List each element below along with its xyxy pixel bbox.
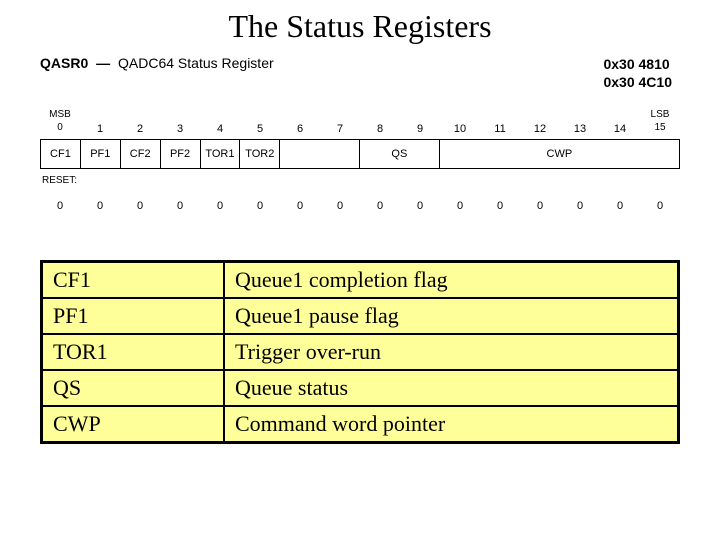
reset-value: 0 — [600, 200, 640, 212]
msb-label: MSB — [40, 109, 80, 122]
bit-field-cell: CF1 — [41, 140, 81, 168]
reset-values-row: 0 0 0 0 0 0 0 0 0 0 0 0 0 0 0 0 — [40, 200, 680, 212]
definition-desc: Trigger over-run — [224, 334, 679, 370]
register-name: QASR0 — [40, 55, 88, 71]
bit-number: 1 — [80, 123, 120, 137]
table-row: CF1Queue1 completion flag — [42, 262, 679, 299]
register-address-1: 0x30 4C10 — [603, 73, 672, 91]
bit-number-row: MSB 0 1 2 3 4 5 6 7 8 9 10 11 12 13 14 L… — [40, 109, 680, 137]
reset-value: 0 — [280, 200, 320, 212]
bit-number: 4 — [200, 123, 240, 137]
bit-field-cell: TOR2 — [240, 140, 280, 168]
bit-number: 3 — [160, 123, 200, 137]
definition-term: QS — [42, 370, 225, 406]
bit-field-cell: TOR1 — [201, 140, 241, 168]
reset-value: 0 — [160, 200, 200, 212]
bit-field-row: CF1PF1CF2PF2TOR1TOR2 QSCWP — [40, 139, 680, 169]
reset-value: 0 — [200, 200, 240, 212]
definition-term: CWP — [42, 406, 225, 443]
reset-value: 0 — [40, 200, 80, 212]
definition-desc: Queue1 completion flag — [224, 262, 679, 299]
bit-field-cell: PF1 — [81, 140, 121, 168]
bit-number: 11 — [480, 123, 520, 137]
register-address-0: 0x30 4810 — [603, 55, 672, 73]
definition-desc: Queue1 pause flag — [224, 298, 679, 334]
bit-number: 0 — [40, 122, 80, 135]
bit-number: 9 — [400, 123, 440, 137]
reset-value: 0 — [240, 200, 280, 212]
bit-number: 6 — [280, 123, 320, 137]
bit-number: 14 — [600, 123, 640, 137]
reset-value: 0 — [640, 200, 680, 212]
reset-value: 0 — [440, 200, 480, 212]
page-title: The Status Registers — [40, 0, 680, 55]
register-header-left: QASR0 — QADC64 Status Register — [40, 55, 274, 71]
reset-value: 0 — [520, 200, 560, 212]
bit-col-15: LSB 15 — [640, 109, 680, 137]
bit-number: 5 — [240, 123, 280, 137]
definitions-table: CF1Queue1 completion flagPF1Queue1 pause… — [40, 260, 680, 444]
bit-col-0: MSB 0 — [40, 109, 80, 137]
page: The Status Registers QASR0 — QADC64 Stat… — [0, 0, 720, 540]
reset-value: 0 — [80, 200, 120, 212]
bit-number: 7 — [320, 123, 360, 137]
table-row: PF1Queue1 pause flag — [42, 298, 679, 334]
definition-term: PF1 — [42, 298, 225, 334]
bit-number: 12 — [520, 123, 560, 137]
bit-field-cell: CWP — [440, 140, 679, 168]
table-row: QSQueue status — [42, 370, 679, 406]
table-row: CWPCommand word pointer — [42, 406, 679, 443]
definition-desc: Command word pointer — [224, 406, 679, 443]
register-dash: — — [96, 55, 110, 71]
bit-number: 13 — [560, 123, 600, 137]
register-addresses: 0x30 4810 0x30 4C10 — [603, 55, 672, 91]
bit-field-cell: QS — [360, 140, 440, 168]
bit-number: 8 — [360, 123, 400, 137]
definition-desc: Queue status — [224, 370, 679, 406]
reset-value: 0 — [560, 200, 600, 212]
register-description: QADC64 Status Register — [118, 55, 274, 71]
reset-value: 0 — [400, 200, 440, 212]
table-row: TOR1Trigger over-run — [42, 334, 679, 370]
definition-term: CF1 — [42, 262, 225, 299]
reset-value: 0 — [120, 200, 160, 212]
lsb-label: LSB — [640, 109, 680, 122]
bit-number: 10 — [440, 123, 480, 137]
bit-field-cell — [280, 140, 360, 168]
reset-value: 0 — [320, 200, 360, 212]
register-header: QASR0 — QADC64 Status Register 0x30 4810… — [40, 55, 680, 91]
reset-value: 0 — [360, 200, 400, 212]
bit-number: 15 — [640, 122, 680, 135]
bit-number: 2 — [120, 123, 160, 137]
bit-field-cell: PF2 — [161, 140, 201, 168]
bit-field-cell: CF2 — [121, 140, 161, 168]
reset-label: RESET: — [40, 169, 680, 186]
definition-term: TOR1 — [42, 334, 225, 370]
reset-value: 0 — [480, 200, 520, 212]
bit-diagram: MSB 0 1 2 3 4 5 6 7 8 9 10 11 12 13 14 L… — [40, 109, 680, 212]
